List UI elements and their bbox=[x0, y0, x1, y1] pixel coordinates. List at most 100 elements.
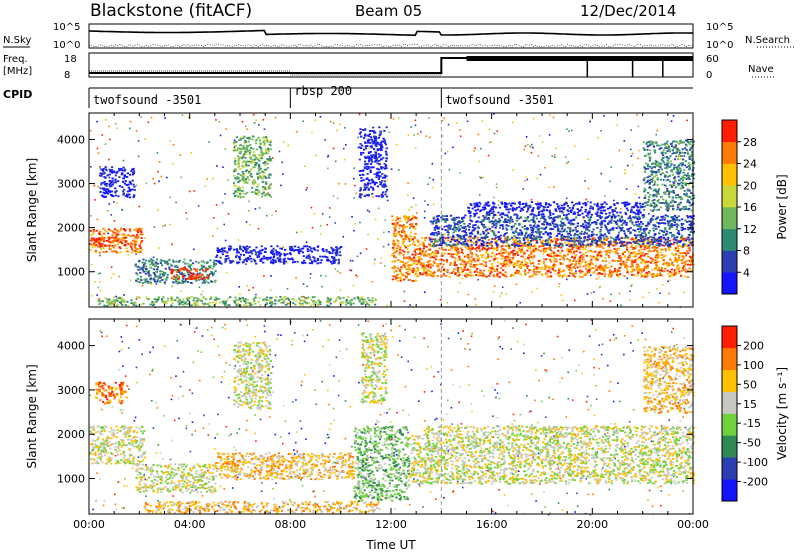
echo-cell bbox=[616, 252, 619, 255]
echo-cell bbox=[455, 216, 458, 219]
echo-cell bbox=[467, 247, 470, 250]
echo-cell bbox=[175, 260, 178, 263]
echo-cell bbox=[272, 247, 275, 250]
echo-cell bbox=[257, 255, 261, 258]
echo-cell bbox=[646, 252, 649, 255]
scatter-point bbox=[96, 218, 99, 221]
echo-cell bbox=[148, 260, 151, 263]
scatter-point bbox=[112, 201, 115, 203]
echo-cell bbox=[690, 237, 693, 240]
echo-cell bbox=[307, 302, 310, 305]
echo-cell bbox=[93, 237, 96, 240]
echo-cell bbox=[599, 230, 602, 233]
echo-cell bbox=[680, 226, 683, 229]
echo-cell bbox=[445, 245, 448, 247]
echo-cell bbox=[397, 242, 400, 245]
echo-cell bbox=[129, 230, 132, 233]
echo-cell bbox=[317, 262, 320, 265]
scatter-point bbox=[683, 155, 686, 157]
echo-cell bbox=[574, 254, 577, 257]
echo-cell bbox=[653, 234, 656, 237]
echo-cell bbox=[581, 260, 584, 263]
scatter-point bbox=[479, 203, 482, 205]
echo-cell bbox=[449, 264, 452, 266]
echo-cell bbox=[665, 242, 668, 245]
echo-cell bbox=[493, 233, 496, 236]
echo-cell bbox=[486, 257, 489, 259]
echo-cell bbox=[295, 300, 298, 303]
echo-cell bbox=[174, 269, 177, 271]
echo-cell bbox=[484, 235, 487, 238]
scatter-point bbox=[267, 167, 269, 169]
echo-cell bbox=[432, 222, 435, 224]
echo-cell bbox=[138, 243, 141, 246]
echo-cell bbox=[406, 271, 410, 273]
echo-cell bbox=[431, 245, 434, 247]
echo-cell bbox=[476, 271, 479, 274]
echo-cell bbox=[190, 263, 193, 266]
echo-cell bbox=[279, 247, 282, 250]
echo-cell bbox=[548, 244, 552, 247]
echo-cell bbox=[674, 247, 677, 249]
echo-cell bbox=[247, 298, 250, 301]
echo-cell bbox=[676, 219, 679, 222]
echo-cell bbox=[451, 253, 454, 256]
echo-cell bbox=[261, 257, 264, 260]
echo-cell bbox=[411, 238, 414, 241]
scatter-point bbox=[305, 189, 308, 191]
scatter-point bbox=[603, 238, 605, 241]
echo-cell bbox=[533, 224, 536, 227]
echo-cell bbox=[521, 232, 524, 235]
scatter-point bbox=[413, 134, 415, 137]
echo-cell bbox=[438, 244, 441, 247]
echo-cell bbox=[471, 274, 474, 277]
echo-cell bbox=[152, 278, 155, 281]
echo-cell bbox=[270, 301, 273, 303]
echo-cell bbox=[134, 250, 137, 252]
echo-cell bbox=[546, 239, 549, 242]
echo-cell bbox=[396, 222, 399, 224]
echo-cell bbox=[469, 250, 472, 252]
echo-cell bbox=[562, 230, 565, 233]
echo-cell bbox=[413, 244, 416, 246]
echo-cell bbox=[142, 263, 146, 266]
echo-cell bbox=[522, 239, 526, 241]
echo-cell bbox=[608, 261, 611, 264]
echo-cell bbox=[230, 260, 233, 263]
echo-cell bbox=[679, 252, 682, 254]
scatter-point bbox=[137, 155, 140, 158]
echo-cell bbox=[427, 274, 430, 276]
scatter-point bbox=[352, 284, 355, 287]
echo-cell bbox=[170, 277, 173, 279]
scatter-point bbox=[656, 129, 659, 132]
echo-cell bbox=[667, 236, 670, 239]
echo-cell bbox=[282, 258, 285, 261]
echo-cell bbox=[469, 265, 472, 268]
echo-cell bbox=[609, 240, 612, 243]
echo-cell bbox=[648, 222, 651, 225]
scatter-point bbox=[587, 187, 590, 190]
echo-cell bbox=[641, 240, 645, 242]
echo-cell bbox=[457, 250, 460, 253]
scatter-point bbox=[636, 114, 638, 116]
echo-cell bbox=[170, 299, 173, 302]
echo-cell bbox=[511, 237, 514, 239]
scatter-point bbox=[246, 285, 248, 287]
echo-cell bbox=[675, 261, 678, 264]
echo-cell bbox=[468, 228, 471, 231]
echo-cell bbox=[473, 257, 476, 260]
scatter-point bbox=[245, 125, 247, 127]
echo-cell bbox=[91, 243, 94, 246]
echo-cell bbox=[447, 244, 450, 246]
echo-cell bbox=[185, 278, 188, 280]
echo-cell bbox=[549, 216, 553, 219]
echo-cell bbox=[188, 270, 191, 273]
scatter-point bbox=[320, 274, 322, 277]
echo-cell bbox=[456, 239, 459, 242]
echo-cell bbox=[588, 238, 591, 240]
echo-cell bbox=[312, 256, 315, 258]
echo-cell bbox=[283, 262, 286, 265]
scatter-point bbox=[531, 291, 534, 293]
echo-cell bbox=[445, 225, 448, 228]
echo-cell bbox=[425, 246, 428, 248]
